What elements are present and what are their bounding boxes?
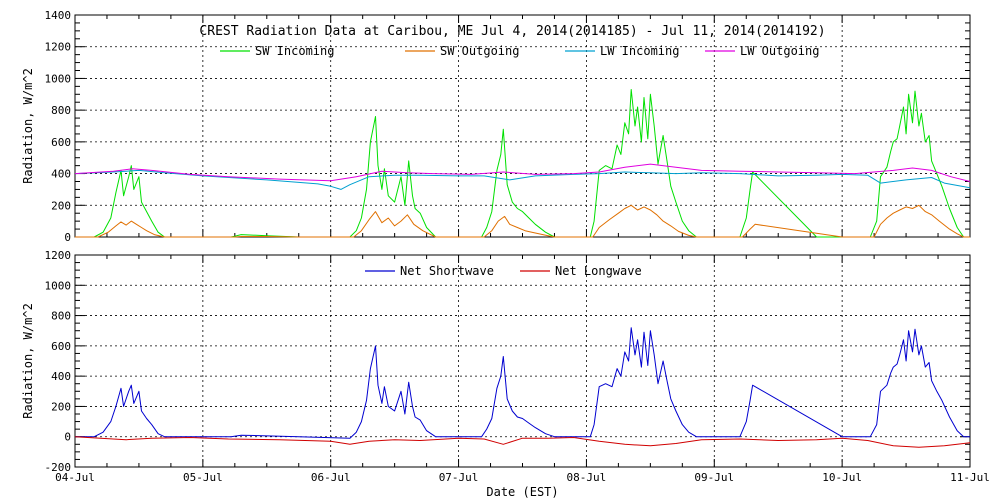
legend-entry: LW Outgoing	[740, 44, 819, 58]
y-axis-label: Radiation, W/m^2	[21, 303, 35, 419]
y-tick-label: -200	[45, 461, 72, 474]
y-tick-label: 1200	[45, 41, 72, 54]
legend-entry: LW Incoming	[600, 44, 679, 58]
legend-entry: SW Outgoing	[440, 44, 519, 58]
x-tick-label: 06-Jul	[311, 471, 351, 484]
x-tick-label: 04-Jul	[55, 471, 95, 484]
x-tick-label: 05-Jul	[183, 471, 223, 484]
y-tick-label: 1000	[45, 279, 72, 292]
x-tick-label: 11-Jul	[950, 471, 990, 484]
series-line-lw-incoming	[74, 169, 971, 190]
x-tick-label: 09-Jul	[694, 471, 734, 484]
chart-panel-2	[74, 254, 971, 468]
y-tick-label: 0	[64, 431, 71, 444]
plot-frame	[74, 14, 971, 238]
y-tick-label: 0	[64, 231, 71, 244]
legend-entry: Net Shortwave	[400, 264, 494, 278]
chart-title: CREST Radiation Data at Caribou, ME Jul …	[199, 24, 825, 39]
series-line-sw-outgoing	[75, 204, 970, 238]
y-tick-label: 200	[51, 199, 71, 212]
series-line-net-shortwave	[75, 327, 970, 439]
y-tick-label: 400	[51, 168, 71, 181]
y-tick-label: 400	[51, 370, 71, 383]
x-tick-label: 08-Jul	[567, 471, 607, 484]
y-tick-label: 1000	[45, 72, 72, 85]
y-tick-label: 1400	[45, 9, 72, 22]
x-tick-label: 07-Jul	[439, 471, 479, 484]
plot-frame	[74, 254, 971, 468]
chart-panel-1	[74, 14, 971, 238]
series-line-sw-incoming	[75, 89, 970, 238]
y-axis-label: Radiation, W/m^2	[21, 68, 35, 184]
y-tick-label: 600	[51, 340, 71, 353]
series-line-net-longwave	[74, 436, 971, 448]
series-line-lw-outgoing	[74, 163, 971, 182]
y-tick-label: 600	[51, 136, 71, 149]
legend-entry: Net Longwave	[555, 264, 642, 278]
legend-entry: SW Incoming	[255, 44, 334, 58]
y-tick-label: 800	[51, 310, 71, 323]
y-tick-label: 200	[51, 400, 71, 413]
y-tick-label: 800	[51, 104, 71, 117]
y-tick-label: 1200	[45, 249, 72, 262]
x-axis-label: Date (EST)	[486, 485, 558, 499]
x-tick-label: 10-Jul	[822, 471, 862, 484]
